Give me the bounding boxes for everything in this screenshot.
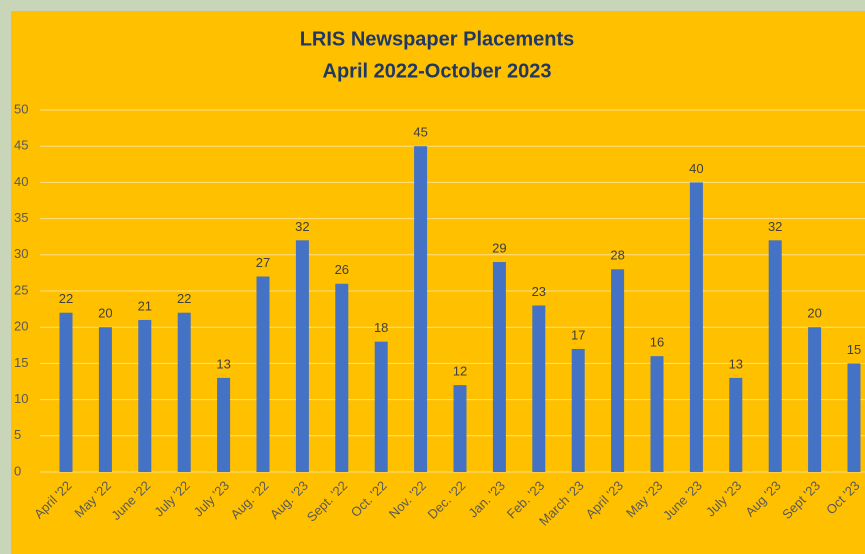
- bar: [611, 269, 625, 472]
- y-tick-label: 10: [14, 391, 28, 406]
- data-label: 40: [689, 161, 703, 176]
- bar: [571, 348, 585, 472]
- chart-title: LRIS Newspaper Placements: [300, 28, 575, 50]
- data-label: 18: [374, 320, 388, 335]
- chart-area: [11, 11, 865, 554]
- bar: [295, 240, 309, 472]
- bar: [689, 182, 703, 472]
- bar: [374, 341, 388, 472]
- bar: [729, 377, 743, 472]
- data-label: 15: [847, 342, 861, 357]
- data-label: 22: [177, 291, 191, 306]
- y-tick-label: 40: [14, 174, 28, 189]
- bar: [59, 312, 73, 472]
- bar: [335, 283, 349, 472]
- data-label: 17: [571, 327, 585, 342]
- data-label: 32: [768, 219, 782, 234]
- data-label: 13: [216, 356, 230, 371]
- data-label: 29: [492, 240, 506, 255]
- data-label: 20: [98, 306, 112, 321]
- bar: [847, 363, 861, 472]
- bar: [532, 305, 546, 472]
- y-tick-label: 25: [14, 282, 28, 297]
- data-label: 13: [729, 356, 743, 371]
- bar: [808, 327, 822, 472]
- y-tick-label: 5: [14, 427, 21, 442]
- data-label: 22: [59, 291, 73, 306]
- y-tick-label: 15: [14, 355, 28, 370]
- data-label: 12: [453, 364, 467, 379]
- y-tick-label: 50: [14, 101, 28, 116]
- data-label: 45: [413, 125, 427, 140]
- bar: [217, 377, 231, 472]
- y-tick-label: 20: [14, 319, 28, 334]
- chart-subtitle: April 2022-October 2023: [323, 60, 552, 82]
- bar: [177, 312, 191, 472]
- bar: [650, 356, 664, 472]
- bar: [98, 327, 112, 472]
- data-label: 28: [610, 248, 624, 263]
- bar: [492, 262, 506, 472]
- y-tick-label: 45: [14, 138, 28, 153]
- data-label: 23: [532, 284, 546, 299]
- data-label: 20: [807, 306, 821, 321]
- data-label: 26: [335, 262, 349, 277]
- data-label: 27: [256, 255, 270, 270]
- y-tick-label: 30: [14, 246, 28, 261]
- data-label: 16: [650, 335, 664, 350]
- bar: [138, 319, 152, 472]
- y-tick-label: 0: [14, 463, 21, 478]
- bar: [256, 276, 270, 472]
- data-label: 21: [138, 298, 152, 313]
- bar: [768, 240, 782, 472]
- bar: [414, 146, 428, 472]
- bar: [453, 385, 467, 472]
- data-label: 32: [295, 219, 309, 234]
- y-tick-label: 35: [14, 210, 28, 225]
